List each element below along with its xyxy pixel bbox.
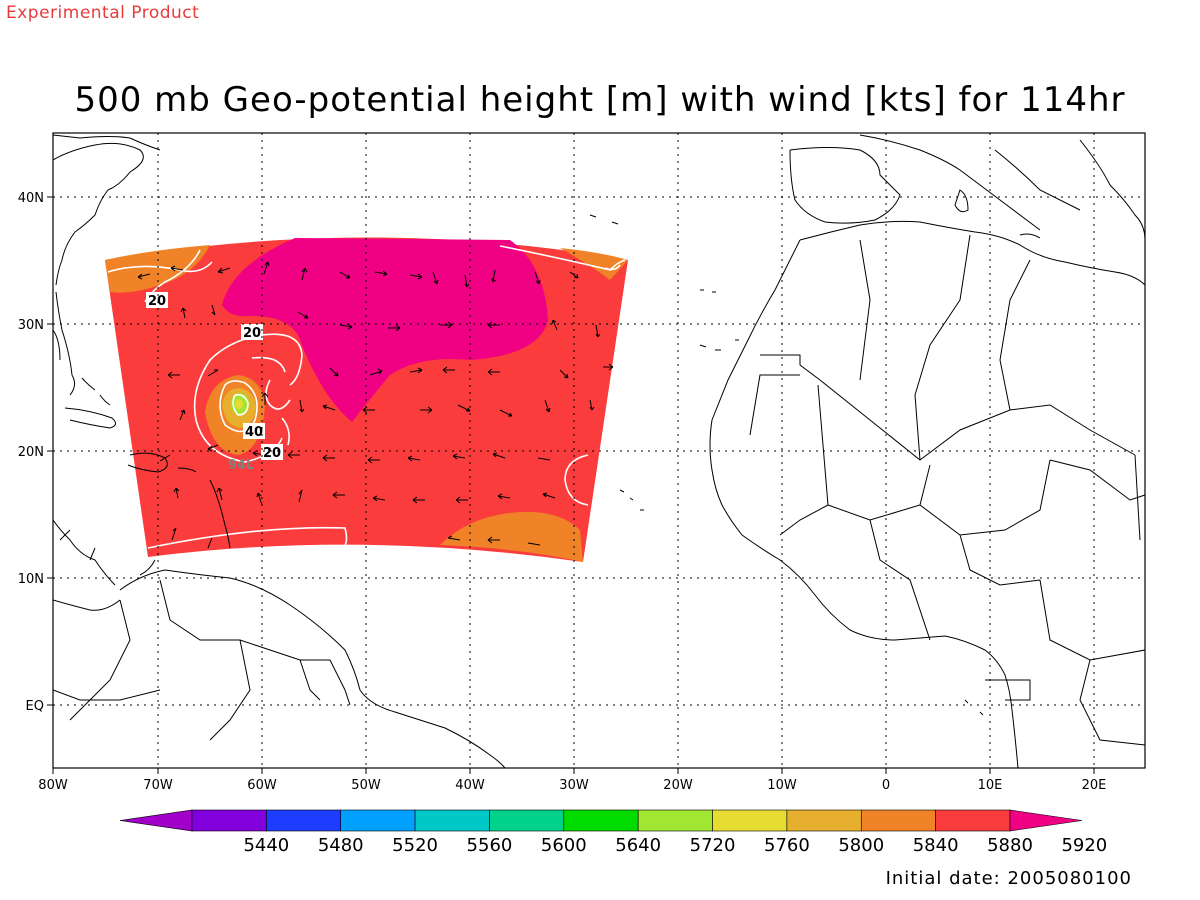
height-field-5840-se — [440, 511, 583, 562]
height-field-5840-ne — [560, 248, 628, 280]
colorbar-label: 5800 — [838, 835, 884, 856]
colorbar-segment — [935, 809, 1011, 832]
colorbar-label: 5920 — [1061, 835, 1107, 856]
lat-label: EQ — [26, 699, 44, 714]
contour-label: 40 — [245, 425, 263, 440]
lon-label: 40W — [455, 778, 485, 793]
lon-label: 30W — [559, 778, 589, 793]
initial-date: Initial date: 2005080100 — [885, 868, 1132, 889]
lon-label: 80W — [38, 778, 68, 793]
colorbar-segment — [637, 809, 713, 832]
height-field-5840-nw — [105, 245, 210, 293]
lat-label: 30N — [18, 318, 44, 333]
country-borders — [53, 234, 1145, 746]
colorbar-segment — [860, 809, 936, 832]
latitude-labels: 40N 30N 20N 10N EQ — [18, 191, 44, 714]
coastlines — [53, 134, 1145, 768]
chart-title: 500 mb Geo-potential height [m] with win… — [74, 80, 1126, 120]
colorbar-label: 5560 — [467, 835, 513, 856]
wind-speed-contours — [107, 245, 626, 549]
lon-label: 20E — [1082, 778, 1107, 793]
graticule — [53, 133, 1145, 768]
lat-label: 20N — [18, 445, 44, 460]
lon-label: 70W — [143, 778, 173, 793]
lon-label: 20W — [663, 778, 693, 793]
colorbar-segment — [489, 809, 565, 832]
contour-labels: 20 20 40 20 94L — [146, 292, 283, 473]
longitude-labels: 80W 70W 60W 50W 40W 30W 20W 10W 0 10E 20… — [38, 778, 1106, 793]
colorbar-label: 5640 — [615, 835, 661, 856]
colorbar-label: 5520 — [392, 835, 438, 856]
colorbar-segment — [191, 809, 267, 832]
colorbar-label: 5840 — [913, 835, 959, 856]
colorbar-label: 5480 — [318, 835, 364, 856]
colorbar-segment — [340, 809, 416, 832]
colorbar-segment — [712, 809, 788, 832]
colorbar-segment — [786, 809, 862, 832]
lon-label: 10E — [978, 778, 1003, 793]
colorbar: 5440 5480 5520 5560 5600 5640 5720 5760 5800 5840… — [119, 809, 1107, 856]
colorbar-arrow-low — [119, 809, 193, 832]
lon-label: 10W — [767, 778, 797, 793]
lon-label: 0 — [882, 778, 890, 793]
colorbar-segment — [414, 809, 490, 832]
colorbar-label: 5600 — [541, 835, 587, 856]
experimental-product-label: Experimental Product — [6, 3, 200, 23]
colorbar-segment — [563, 809, 639, 832]
lat-label: 40N — [18, 191, 44, 206]
wind-vectors — [137, 261, 614, 549]
contour-label: 20 — [148, 294, 166, 309]
colorbar-segment — [266, 809, 342, 832]
colorbar-label: 5720 — [690, 835, 736, 856]
lon-label: 50W — [351, 778, 381, 793]
colorbar-label: 5440 — [243, 835, 289, 856]
contour-label: 20 — [243, 326, 261, 341]
colorbar-label: 5760 — [764, 835, 810, 856]
storm-id-label: 94L — [228, 458, 254, 473]
storm-5720-eye — [235, 399, 243, 409]
lat-label: 10N — [18, 572, 44, 587]
lon-label: 60W — [247, 778, 277, 793]
contour-label: 20 — [263, 446, 281, 461]
axis-ticks — [47, 196, 1095, 774]
colorbar-arrow-high — [1009, 809, 1083, 832]
colorbar-label: 5880 — [987, 835, 1033, 856]
